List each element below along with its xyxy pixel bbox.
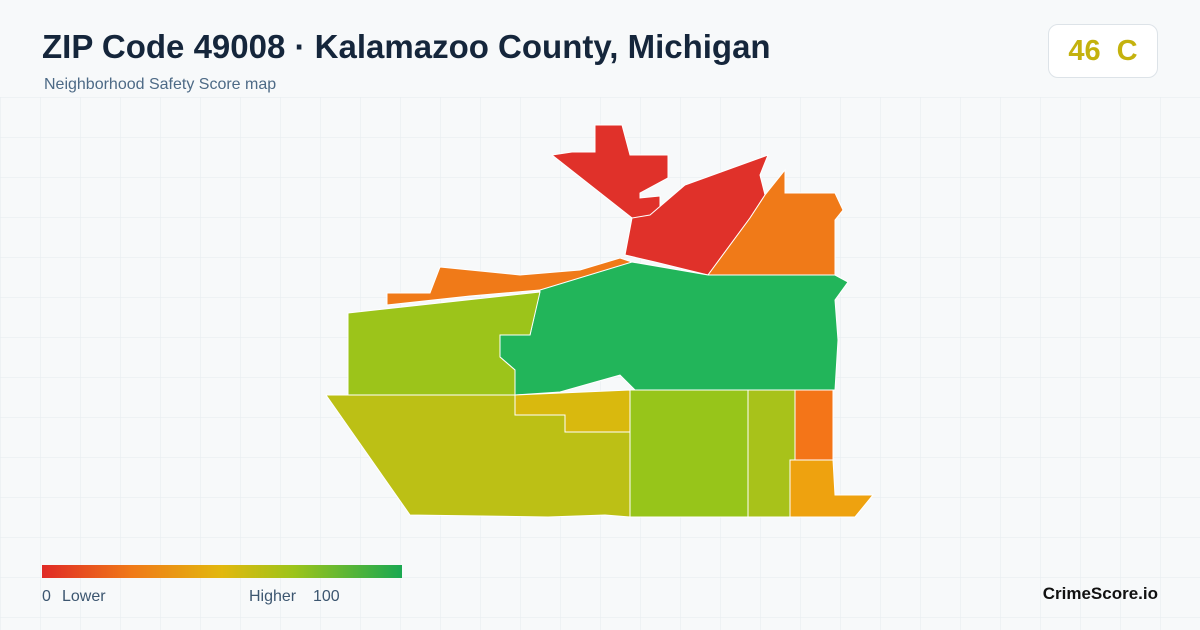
area [747,389,796,518]
area [707,168,844,276]
score-badge: 46 C [1048,24,1158,78]
zip-areas [325,124,875,518]
grade: C [1116,34,1138,67]
legend-max: 100 [313,588,340,605]
subtitle: Neighborhood Safety Score map [44,76,277,93]
title: ZIP Code 49008 · Kalamazoo County, Michi… [42,28,771,65]
legend-min-label: Lower [62,588,106,605]
legend-min: 0 [42,588,51,605]
area [789,459,875,518]
area [794,389,834,461]
score: 46 [1068,34,1101,67]
area [629,389,751,518]
brand: CrimeScore.io [1042,584,1158,603]
legend-max-label: Higher [249,588,297,605]
legend-gradient [42,565,402,578]
area [386,257,634,306]
